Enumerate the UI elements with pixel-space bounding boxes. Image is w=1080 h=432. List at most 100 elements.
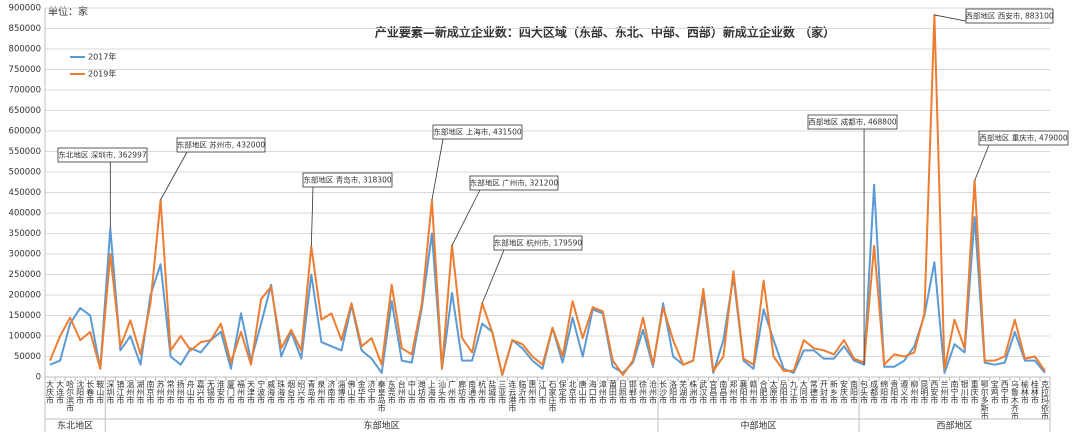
annotation-box (469, 175, 559, 191)
x-tick-label: 桂林市 (1030, 379, 1039, 405)
series-line (49, 13, 1046, 376)
y-tick-label: 0 (36, 373, 41, 383)
y-tick-label: 450000 (9, 188, 41, 198)
x-tick-label: 开封市 (819, 380, 828, 405)
x-tick-label: 大连市 (56, 379, 65, 405)
x-tick-label: 鞍山市 (96, 379, 105, 405)
annotation-leader (431, 138, 444, 201)
x-tick-label: 福州市 (236, 380, 245, 405)
x-tick-label: 长沙市 (659, 379, 668, 405)
x-tick-label: 舟山市 (186, 379, 195, 405)
x-tick-label: 克拉玛依市 (1040, 380, 1049, 421)
x-tick-label: 芜湖市 (679, 379, 688, 405)
y-tick-label: 100000 (9, 332, 41, 342)
annotation-box (493, 235, 583, 251)
annotation-text: 东部地区 杭州市, 179590 (494, 238, 583, 248)
x-tick-label: 南通市 (468, 379, 477, 405)
x-tick-label: 南阳市 (850, 379, 859, 405)
x-tick-label: 东莞市 (387, 379, 396, 405)
y-tick-label: 600000 (9, 127, 41, 137)
y-tick-label: 350000 (9, 229, 41, 239)
x-tick-label: 成都市 (870, 379, 879, 405)
annotation-text: 东北地区 深圳市, 362997 (58, 150, 147, 160)
y-tick-label: 700000 (9, 86, 41, 96)
x-tick-label: 盐城市 (488, 379, 497, 405)
x-tick-label: 宁波市 (257, 379, 266, 405)
x-tick-label: 兰州市 (940, 379, 949, 405)
x-tick-label: 厦门市 (226, 380, 235, 405)
x-tick-label: 哈尔滨市 (66, 379, 75, 413)
y-tick-label: 300000 (9, 250, 41, 260)
x-tick-label: 贵阳市 (890, 379, 899, 405)
annotation-leader (451, 189, 481, 246)
x-tick-label: 海口市 (588, 379, 597, 405)
x-tick-label: 三亚市 (498, 380, 507, 405)
region-label: 中部地区 (741, 420, 777, 432)
x-tick-label: 宜昌市 (709, 379, 718, 405)
annotation-leader (160, 151, 188, 201)
x-tick-label: 绵阳市 (880, 379, 889, 405)
y-tick-label: 500000 (9, 168, 41, 178)
region-label: 东部地区 (364, 420, 400, 432)
x-tick-label: 淄博市 (337, 379, 346, 405)
legend-label: 2017年 (88, 52, 116, 62)
region-label: 西部地区 (937, 420, 973, 432)
x-tick-label: 株洲市 (689, 379, 698, 405)
x-tick-label: 湖州市 (136, 380, 145, 405)
annotation-text: 东部地区 青岛市, 318300 (303, 175, 392, 185)
x-tick-label: 徐州市 (638, 379, 647, 405)
y-tick-label: 550000 (9, 147, 41, 157)
x-tick-label: 杭州市 (478, 379, 487, 405)
y-tick-label: 900000 (9, 4, 41, 14)
annotation-box (302, 172, 393, 188)
x-tick-label: 北京市 (568, 380, 577, 405)
x-tick-label: 中山市 (407, 379, 416, 405)
x-tick-label: 宝鸡市 (990, 379, 999, 405)
x-tick-label: 秦皇岛市 (377, 379, 386, 413)
x-tick-label: 常德市 (809, 380, 818, 405)
annotation-box (978, 130, 1069, 146)
x-tick-label: 大庆市 (46, 379, 55, 405)
x-tick-label: 长春市 (86, 379, 95, 405)
x-tick-label: 温州市 (126, 380, 135, 405)
x-tick-label: 石家庄市 (548, 380, 557, 413)
x-tick-label: 襄阳市 (739, 379, 748, 405)
x-tick-label: 包头市 (860, 379, 869, 405)
x-tick-label: 济宁市 (367, 379, 376, 405)
x-tick-label: 榆林市 (1020, 379, 1029, 405)
x-tick-label: 大同市 (799, 379, 808, 405)
x-tick-label: 武汉市 (699, 379, 708, 405)
x-tick-label: 苏州市 (156, 379, 165, 405)
annotation-text: 东部地区 苏州市, 432000 (177, 140, 266, 150)
x-tick-label: 济南市 (327, 379, 336, 405)
x-tick-label: 廊坊市 (458, 379, 467, 405)
x-tick-label: 常州市 (166, 380, 175, 405)
x-tick-label: 九江市 (789, 380, 798, 405)
y-tick-label: 800000 (9, 45, 41, 55)
x-tick-label: 威海市 (267, 379, 276, 405)
annotation-leader (974, 144, 990, 181)
x-tick-label: 青岛市 (307, 379, 316, 405)
annotation-text: 西部地区 西安市, 883100 (965, 11, 1054, 21)
annotation-box (176, 137, 266, 153)
y-tick-label: 850000 (9, 24, 41, 34)
x-tick-label: 佛山市 (347, 379, 356, 405)
x-tick-label: 台州市 (397, 379, 406, 405)
annotation-box (965, 8, 1054, 24)
x-tick-label: 唐山市 (578, 379, 587, 405)
x-tick-label: 保定市 (558, 379, 567, 405)
y-tick-label: 50000 (14, 352, 41, 362)
x-tick-label: 深圳市 (106, 380, 115, 405)
x-tick-label: 遵义市 (900, 379, 909, 405)
annotation-text: 西部地区 成都市, 468800 (808, 117, 897, 127)
x-tick-label: 漳州市 (598, 379, 607, 405)
x-tick-label: 泉州市 (317, 379, 326, 405)
x-tick-label: 淮安市 (216, 379, 225, 405)
legend-label: 2019年 (88, 69, 116, 79)
x-tick-label: 沧州市 (649, 379, 658, 405)
x-tick-label: 南宁市 (950, 379, 959, 405)
annotation-text: 东部地区 广州市, 321200 (470, 178, 559, 188)
x-tick-label: 昆明市 (920, 380, 929, 405)
x-tick-label: 郑州市 (729, 379, 738, 405)
x-tick-label: 邯郸市 (628, 379, 637, 405)
